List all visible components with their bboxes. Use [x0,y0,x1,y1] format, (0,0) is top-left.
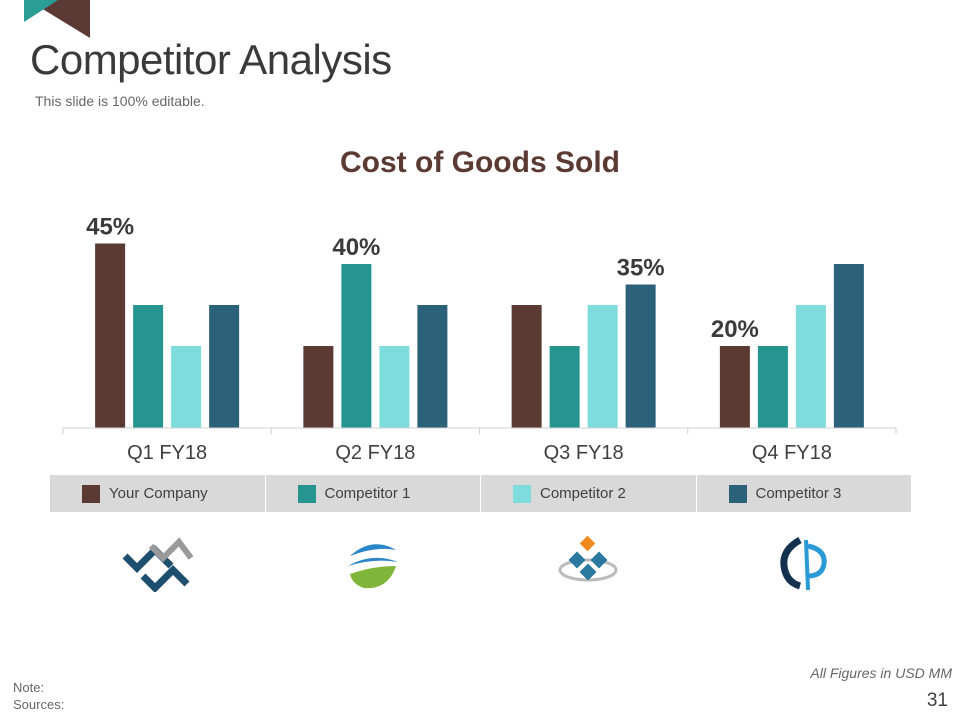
corner-ribbon-icon [24,0,90,38]
bar-q2-fy18-competitor-2 [379,346,410,428]
bar-q3-fy18-competitor-3 [625,284,656,428]
legend-item-your-company: Your Company [50,475,266,512]
page-title: Competitor Analysis [30,36,392,83]
sources-label: Sources: [13,697,65,712]
footer-notes: Note: Sources: [13,679,64,713]
diamond-tiles-logo-icon [558,536,618,582]
bar-q1-fy18-competitor-3 [209,305,240,428]
legend-label: Your Company [109,485,208,502]
page-number: 31 [926,690,948,711]
ring-p-logo-icon [780,536,827,591]
bar-q4-fy18-competitor-1 [757,346,788,428]
data-label: 35% [617,255,665,282]
swoosh-globe-logo-icon [348,544,398,589]
x-tick-label: Q4 FY18 [752,442,832,464]
x-tick-label: Q1 FY18 [127,442,207,464]
bar-q1-fy18-competitor-1 [133,305,164,428]
legend-label: Competitor 1 [324,485,411,502]
legend-label: Competitor 3 [755,485,842,502]
bar-q1-fy18-competitor-2 [171,346,202,428]
legend-label: Competitor 2 [540,485,626,502]
bar-q2-fy18-competitor-3 [417,305,448,428]
bar-chart: Cost of Goods Sold Q1 FY18 Q2 FY18 Q3 FY18… [62,146,897,464]
bar-q4-fy18-competitor-3 [833,264,864,428]
figures-note: All Figures in USD MM [810,665,952,681]
note-label: Note: [13,680,45,695]
legend-item-competitor-2: Competitor 2 [481,475,697,512]
chart-legend: Your Company Competitor 1 Competitor 2 C… [50,475,911,512]
legend-swatch [82,484,100,503]
chevron-arrows-logo-icon [122,537,193,592]
bar-q4-fy18-your-company [719,346,750,428]
data-label: 20% [711,316,759,343]
legend-swatch [513,484,531,503]
legend-swatch [297,484,316,503]
data-label: 40% [332,234,380,261]
bar-q3-fy18-competitor-1 [549,346,580,428]
x-tick-label: Q2 FY18 [335,442,415,464]
bar-q2-fy18-your-company [303,346,334,428]
legend-item-competitor-1: Competitor 1 [266,475,481,512]
x-tick-label: Q3 FY18 [544,442,624,464]
bar-q4-fy18-competitor-2 [795,305,826,428]
legend-item-competitor-3: Competitor 3 [697,475,912,512]
bar-q1-fy18-your-company [95,243,126,428]
bar-q2-fy18-competitor-1 [341,264,372,428]
page-subtitle: This slide is 100% editable. [35,93,205,109]
chart-title: Cost of Goods Sold [340,146,620,179]
bar-q3-fy18-your-company [511,305,542,428]
bar-q3-fy18-competitor-2 [587,305,618,428]
legend-swatch [728,484,747,503]
data-label: 45% [86,214,134,241]
